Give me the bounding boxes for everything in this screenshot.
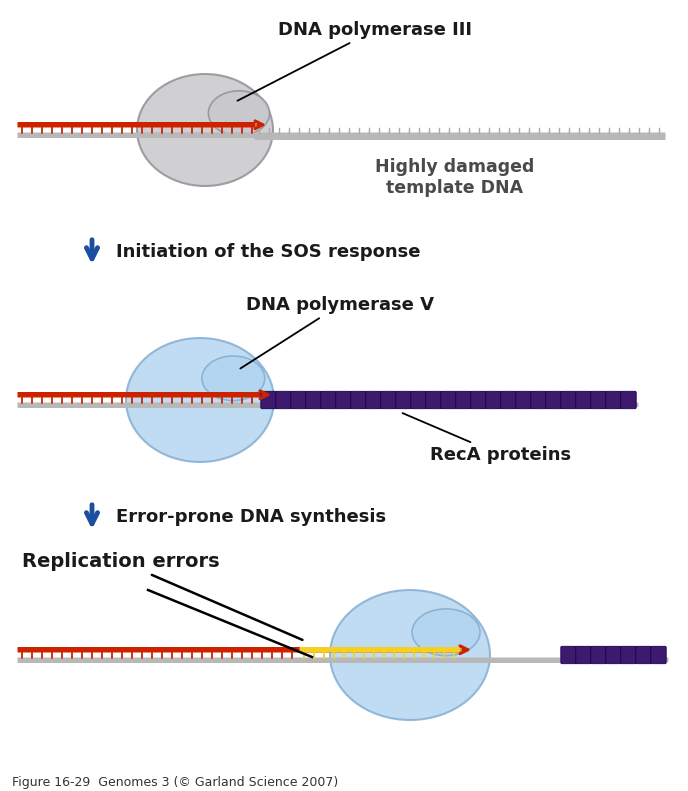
Ellipse shape [412, 609, 480, 656]
FancyBboxPatch shape [501, 392, 516, 409]
FancyBboxPatch shape [17, 392, 261, 398]
FancyBboxPatch shape [255, 133, 665, 137]
FancyBboxPatch shape [17, 403, 261, 408]
FancyBboxPatch shape [299, 647, 460, 653]
FancyBboxPatch shape [351, 392, 366, 409]
FancyBboxPatch shape [17, 647, 301, 653]
Text: Initiation of the SOS response: Initiation of the SOS response [116, 243, 420, 261]
FancyBboxPatch shape [471, 392, 486, 409]
FancyBboxPatch shape [261, 392, 276, 409]
Ellipse shape [126, 338, 274, 462]
Text: DNA polymerase V: DNA polymerase V [240, 296, 434, 369]
Ellipse shape [137, 74, 273, 186]
FancyBboxPatch shape [17, 133, 255, 138]
FancyBboxPatch shape [299, 657, 460, 663]
FancyBboxPatch shape [411, 392, 426, 409]
Text: Figure 16-29  Genomes 3 (© Garland Science 2007): Figure 16-29 Genomes 3 (© Garland Scienc… [12, 776, 338, 789]
FancyBboxPatch shape [396, 392, 411, 409]
Text: Error-prone DNA synthesis: Error-prone DNA synthesis [116, 508, 386, 526]
FancyBboxPatch shape [651, 646, 666, 664]
FancyBboxPatch shape [261, 403, 638, 407]
Ellipse shape [330, 590, 490, 720]
FancyBboxPatch shape [636, 646, 652, 664]
FancyBboxPatch shape [606, 392, 621, 409]
FancyBboxPatch shape [426, 392, 441, 409]
FancyBboxPatch shape [17, 122, 255, 127]
FancyBboxPatch shape [561, 392, 576, 409]
FancyBboxPatch shape [621, 646, 636, 664]
FancyBboxPatch shape [380, 392, 396, 409]
FancyBboxPatch shape [299, 647, 460, 653]
Text: Replication errors: Replication errors [22, 552, 303, 640]
FancyBboxPatch shape [516, 392, 531, 409]
FancyBboxPatch shape [576, 392, 591, 409]
FancyBboxPatch shape [366, 392, 381, 409]
FancyBboxPatch shape [591, 646, 606, 664]
FancyBboxPatch shape [441, 392, 456, 409]
FancyBboxPatch shape [591, 392, 606, 409]
Text: RecA proteins: RecA proteins [402, 413, 571, 464]
FancyBboxPatch shape [291, 392, 306, 409]
FancyBboxPatch shape [561, 657, 669, 662]
FancyBboxPatch shape [17, 657, 301, 663]
FancyBboxPatch shape [305, 392, 321, 409]
FancyBboxPatch shape [336, 392, 351, 409]
FancyBboxPatch shape [561, 646, 576, 664]
FancyBboxPatch shape [606, 646, 621, 664]
FancyBboxPatch shape [276, 392, 291, 409]
FancyBboxPatch shape [546, 392, 561, 409]
FancyBboxPatch shape [255, 135, 665, 140]
FancyBboxPatch shape [621, 392, 636, 409]
Text: Highly damaged
template DNA: Highly damaged template DNA [376, 158, 535, 197]
Ellipse shape [202, 356, 265, 400]
FancyBboxPatch shape [460, 657, 561, 663]
FancyBboxPatch shape [321, 392, 336, 409]
FancyBboxPatch shape [531, 392, 546, 409]
FancyBboxPatch shape [455, 392, 471, 409]
Text: DNA polymerase III: DNA polymerase III [237, 21, 472, 100]
FancyBboxPatch shape [486, 392, 501, 409]
FancyBboxPatch shape [576, 646, 591, 664]
Ellipse shape [208, 91, 270, 135]
